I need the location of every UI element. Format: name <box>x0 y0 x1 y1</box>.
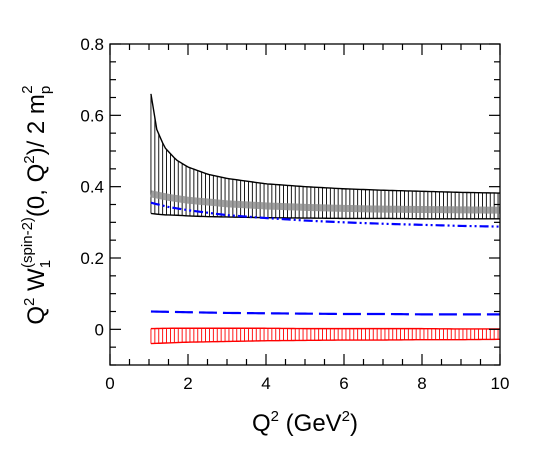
y-axis-title: Q2 W1(spin-2)(0, Q2)/ 2 mp2 <box>19 85 54 324</box>
band-0-lower <box>150 212 500 220</box>
y-tick-label: 0.8 <box>80 35 104 54</box>
band-1 <box>150 327 501 345</box>
y-tick-label: 0.2 <box>80 249 104 268</box>
x-axis-title-sup: 2 <box>271 408 279 425</box>
y-tick-label: 0.6 <box>80 106 104 125</box>
y-axis-title-w-sub: 1 <box>37 260 54 268</box>
y-tick-label: 0.4 <box>80 178 104 197</box>
x-tick-label: 0 <box>105 374 114 393</box>
x-axis-title: Q2 (GeV2) <box>252 408 358 437</box>
band-1-upper <box>150 327 500 330</box>
y-axis-title-args: (0, Q <box>23 164 50 217</box>
band-1-lower <box>150 338 501 345</box>
y-axis-title-w-sup: (spin-2) <box>19 217 36 268</box>
series-2-line <box>150 310 500 316</box>
x-axis-title-close: ) <box>350 410 358 437</box>
axis-ticks: 0 2 4 6 8 10 0 0.2 0.4 0.6 0.8 <box>80 35 509 393</box>
x-tick-label: 10 <box>491 374 510 393</box>
band-0 <box>150 93 501 220</box>
y-axis-title-q-sup: 2 <box>21 298 38 306</box>
x-tick-label: 8 <box>417 374 426 393</box>
y-axis-title-q: Q <box>23 306 50 325</box>
y-axis-title-mass-sup: 2 <box>19 85 36 93</box>
y-axis-title-args-sup: 2 <box>21 155 38 163</box>
x-tick-label: 4 <box>261 374 270 393</box>
series-1-line <box>150 201 501 228</box>
band-0-upper <box>150 93 501 194</box>
x-axis-title-unit-sup: 2 <box>342 408 350 425</box>
x-axis-title-unit: (GeV <box>279 410 342 437</box>
x-axis-title-q: Q <box>252 410 271 437</box>
y-axis-title-w: W <box>23 268 50 298</box>
series-0-band <box>150 190 501 214</box>
y-axis-title-mass-sub: p <box>37 86 54 94</box>
y-axis-title-mass: )/ 2 m <box>23 94 50 155</box>
y-tick-label: 0 <box>95 320 104 339</box>
x-tick-label: 6 <box>339 374 348 393</box>
x-tick-label: 2 <box>183 374 192 393</box>
plot-area <box>150 93 501 345</box>
